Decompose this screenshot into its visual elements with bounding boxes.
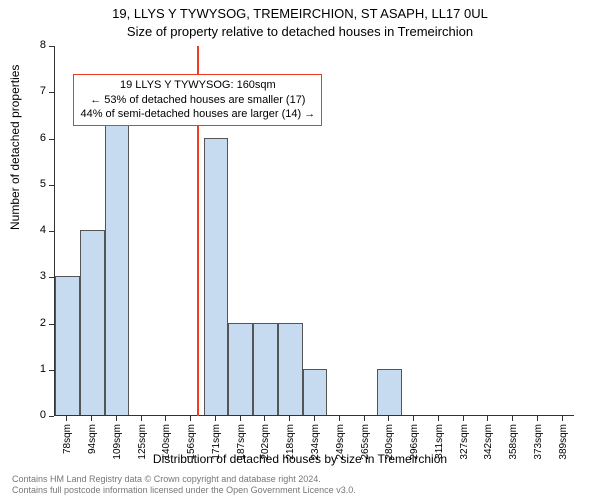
x-tick-mark	[264, 416, 265, 421]
x-tick-mark	[314, 416, 315, 421]
x-tick-mark	[438, 416, 439, 421]
x-tick-label: 249sqm	[335, 424, 346, 474]
x-tick-label: 234sqm	[310, 424, 321, 474]
y-tick-mark	[49, 324, 54, 325]
chart-title-address: 19, LLYS Y TYWYSOG, TREMEIRCHION, ST ASA…	[0, 6, 600, 21]
x-tick-mark	[165, 416, 166, 421]
x-tick-mark	[388, 416, 389, 421]
y-tick-label: 0	[28, 409, 46, 421]
x-tick-label: 202sqm	[260, 424, 271, 474]
chart-title-subtitle: Size of property relative to detached ho…	[0, 24, 600, 39]
x-tick-label: 327sqm	[459, 424, 470, 474]
annotation-line: 44% of semi-detached houses are larger (…	[80, 107, 315, 122]
histogram-bar	[105, 91, 130, 415]
x-tick-label: 78sqm	[62, 424, 73, 474]
footer-line-1: Contains HM Land Registry data © Crown c…	[12, 474, 356, 485]
histogram-bar	[278, 323, 303, 416]
y-tick-mark	[49, 370, 54, 371]
y-tick-mark	[49, 277, 54, 278]
footer-line-2: Contains full postcode information licen…	[12, 485, 356, 496]
y-tick-label: 6	[28, 132, 46, 144]
histogram-bar	[80, 230, 105, 415]
x-tick-mark	[537, 416, 538, 421]
histogram-bar	[377, 369, 402, 415]
histogram-bar	[228, 323, 253, 416]
x-tick-mark	[190, 416, 191, 421]
y-tick-label: 4	[28, 224, 46, 236]
annotation-line: ← 53% of detached houses are smaller (17…	[80, 93, 315, 108]
x-tick-mark	[512, 416, 513, 421]
x-tick-label: 296sqm	[409, 424, 420, 474]
chart-container: 19, LLYS Y TYWYSOG, TREMEIRCHION, ST ASA…	[0, 0, 600, 500]
x-tick-label: 342sqm	[483, 424, 494, 474]
y-tick-label: 7	[28, 85, 46, 97]
y-tick-label: 2	[28, 317, 46, 329]
x-tick-label: 280sqm	[384, 424, 395, 474]
histogram-bar	[303, 369, 328, 415]
y-tick-label: 3	[28, 270, 46, 282]
x-tick-label: 125sqm	[137, 424, 148, 474]
y-tick-mark	[49, 92, 54, 93]
x-tick-mark	[413, 416, 414, 421]
x-tick-label: 187sqm	[236, 424, 247, 474]
plot-area: 19 LLYS Y TYWYSOG: 160sqm← 53% of detach…	[54, 46, 574, 416]
y-tick-label: 8	[28, 39, 46, 51]
y-tick-mark	[49, 416, 54, 417]
x-tick-mark	[339, 416, 340, 421]
x-tick-mark	[215, 416, 216, 421]
x-tick-mark	[91, 416, 92, 421]
x-tick-mark	[240, 416, 241, 421]
y-tick-label: 5	[28, 178, 46, 190]
annotation-line: 19 LLYS Y TYWYSOG: 160sqm	[80, 78, 315, 93]
x-tick-label: 94sqm	[87, 424, 98, 474]
y-tick-mark	[49, 46, 54, 47]
x-tick-label: 358sqm	[508, 424, 519, 474]
x-tick-label: 389sqm	[558, 424, 569, 474]
x-tick-mark	[562, 416, 563, 421]
histogram-bar	[55, 276, 80, 415]
x-tick-label: 109sqm	[112, 424, 123, 474]
x-tick-mark	[289, 416, 290, 421]
footer-attribution: Contains HM Land Registry data © Crown c…	[12, 474, 356, 497]
histogram-bar	[204, 138, 229, 416]
x-tick-label: 373sqm	[533, 424, 544, 474]
x-tick-label: 156sqm	[186, 424, 197, 474]
x-tick-mark	[116, 416, 117, 421]
x-tick-mark	[66, 416, 67, 421]
y-tick-mark	[49, 231, 54, 232]
x-tick-mark	[463, 416, 464, 421]
x-tick-label: 140sqm	[161, 424, 172, 474]
x-tick-label: 171sqm	[211, 424, 222, 474]
histogram-bar	[253, 323, 278, 416]
annotation-box: 19 LLYS Y TYWYSOG: 160sqm← 53% of detach…	[73, 74, 322, 127]
y-tick-mark	[49, 139, 54, 140]
x-tick-label: 311sqm	[434, 424, 445, 474]
y-axis-label: Number of detached properties	[8, 65, 22, 230]
y-tick-label: 1	[28, 363, 46, 375]
x-tick-label: 265sqm	[360, 424, 371, 474]
x-tick-mark	[487, 416, 488, 421]
x-tick-mark	[364, 416, 365, 421]
y-tick-mark	[49, 185, 54, 186]
x-tick-mark	[141, 416, 142, 421]
x-tick-label: 218sqm	[285, 424, 296, 474]
